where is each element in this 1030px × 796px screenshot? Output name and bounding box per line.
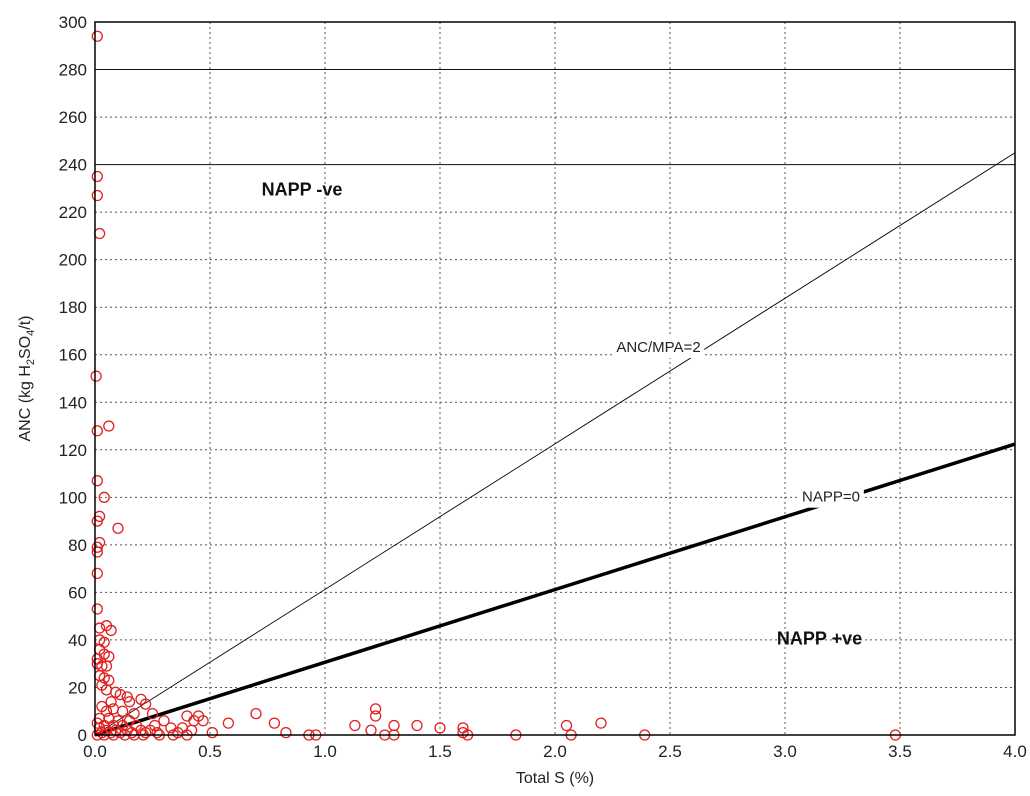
y-tick-label: 280 <box>59 61 87 80</box>
x-tick-label: 1.0 <box>313 742 337 761</box>
data-point <box>103 420 115 432</box>
data-point <box>107 703 120 715</box>
y-tick-label: 220 <box>59 203 87 222</box>
data-point <box>411 719 423 732</box>
annotations: NAPP -ve NAPP +ve ANC/MPA=2 NAPP=0 <box>262 179 864 649</box>
data-point <box>114 688 126 701</box>
x-tick-label: 0.0 <box>83 742 107 761</box>
y-tick-label: 80 <box>68 536 87 555</box>
y-tick-label: 260 <box>59 108 87 127</box>
y-tick-labels: 0 20 40 60 80 100 120 140 160 180 200 220 240 260 280 3… <box>59 13 87 745</box>
data-point <box>595 717 607 729</box>
y-tick-label: 120 <box>59 441 87 460</box>
data-point <box>158 715 170 727</box>
y-tick-label: 180 <box>59 298 87 317</box>
data-point <box>139 698 152 710</box>
data-point <box>98 491 110 503</box>
data-point <box>91 546 103 558</box>
data-point <box>91 475 103 487</box>
data-point <box>100 660 113 672</box>
data-point <box>105 696 117 708</box>
data-point <box>105 726 117 739</box>
data-point <box>126 726 138 739</box>
y-tick-label: 200 <box>59 251 87 270</box>
line-label: ANC/MPA=2 <box>616 339 700 356</box>
plot-frame <box>94 21 1016 736</box>
x-tick-label: 0.5 <box>198 742 222 761</box>
x-tick-label: 2.0 <box>543 742 567 761</box>
x-tick-label: 3.5 <box>888 742 912 761</box>
data-point <box>90 370 102 382</box>
data-point <box>146 707 159 720</box>
data-point <box>280 726 292 739</box>
data-point <box>91 515 103 527</box>
x-tick-label: 1.5 <box>428 742 452 761</box>
data-point <box>91 603 103 615</box>
data-point <box>388 719 400 732</box>
y-tick-label: 240 <box>59 156 87 175</box>
y-axis-label: ANC (kg H2SO4/t) <box>17 315 37 441</box>
y-tick-label: 100 <box>59 488 87 507</box>
line-label-background <box>612 335 705 358</box>
x-tick-label: 4.0 <box>1003 742 1027 761</box>
y-tick-label: 140 <box>59 393 87 412</box>
grid-lines <box>95 22 1015 735</box>
x-tick-label: 3.0 <box>773 742 797 761</box>
data-point <box>91 567 103 580</box>
data-point <box>369 703 382 715</box>
y-tick-label: 0 <box>78 726 87 745</box>
data-points <box>90 30 902 741</box>
data-point <box>105 624 117 637</box>
y-tick-label: 160 <box>59 346 87 365</box>
data-point <box>93 227 106 240</box>
data-point <box>206 726 218 739</box>
data-point <box>250 707 262 720</box>
data-point <box>139 726 152 739</box>
data-point <box>560 719 573 732</box>
line-label: NAPP=0 <box>802 489 860 506</box>
data-point <box>365 724 377 736</box>
data-point <box>91 170 103 183</box>
y-tick-label: 300 <box>59 13 87 32</box>
data-point <box>197 715 209 727</box>
data-point <box>100 705 113 717</box>
data-point <box>165 722 177 734</box>
x-tick-label: 2.5 <box>658 742 682 761</box>
y-tick-label: 40 <box>68 631 87 650</box>
data-point <box>222 717 235 729</box>
y-tick-label: 60 <box>68 583 87 602</box>
region-label: NAPP +ve <box>777 629 862 649</box>
data-point <box>103 712 115 725</box>
data-point <box>91 189 103 202</box>
data-point <box>181 710 193 722</box>
data-point <box>434 722 446 734</box>
data-point <box>91 425 103 437</box>
data-point <box>349 719 361 732</box>
anc-mpa-line <box>94 152 1016 736</box>
data-point <box>91 541 103 553</box>
data-point <box>112 522 124 534</box>
data-point <box>369 710 382 722</box>
data-point <box>123 696 136 708</box>
data-point <box>268 717 281 729</box>
y-tick-label: 20 <box>68 678 87 697</box>
data-point <box>116 705 129 717</box>
data-point <box>93 622 106 634</box>
region-label: NAPP -ve <box>262 179 343 199</box>
x-tick-labels: 0.0 0.5 1.0 1.5 2.0 2.5 3.0 3.5 4.0 <box>83 742 1027 761</box>
line-label-background <box>798 485 864 508</box>
x-axis-label: Total S (%) <box>516 770 594 787</box>
data-point <box>151 726 163 739</box>
data-point <box>91 30 103 42</box>
